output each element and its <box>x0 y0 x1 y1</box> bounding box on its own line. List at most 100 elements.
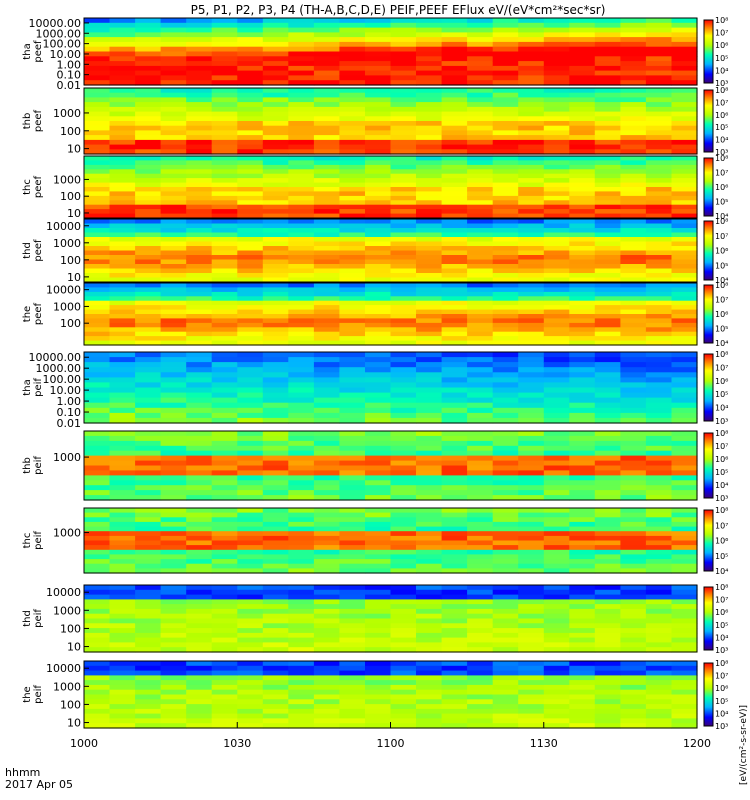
y-tick-label: 1000 <box>53 527 81 540</box>
y-tick-label: 10000.00 <box>29 351 82 364</box>
y-tick-label: 100.00 <box>43 373 82 386</box>
spectrogram <box>84 88 698 155</box>
colorbar <box>703 353 714 422</box>
y-tick-label: 0.10 <box>57 69 82 82</box>
colorbar-tick-label: 10⁸ <box>715 583 728 592</box>
y-tick-label: 100 <box>60 317 81 330</box>
y-tick-label: 1000 <box>53 300 81 313</box>
colorbar <box>703 284 714 344</box>
colorbar-tick-label: 10⁵ <box>715 468 728 477</box>
panel-product-label: peif <box>33 685 44 704</box>
x-tick-label: 1130 <box>530 737 558 750</box>
colorbar-tick-label: 10⁸ <box>715 429 728 438</box>
spectrogram <box>84 156 698 219</box>
spectrogram <box>84 18 698 86</box>
spectrogram <box>84 283 698 346</box>
colorbar-tick-label: 10⁷ <box>715 672 728 681</box>
colorbar-tick-label: 10⁸ <box>715 506 728 515</box>
colorbar-tick-label: 10⁵ <box>715 123 728 132</box>
colorbar <box>703 19 714 84</box>
panel-frame <box>83 584 698 653</box>
colorbar-tick-label: 10⁸ <box>715 86 728 95</box>
y-tick-label: 1.00 <box>57 395 82 408</box>
panel-thd-peef: 10000 1000 100 10 thd peef 10⁴ 10⁵ 10⁶ 10⁷ 10⁸ <box>22 217 728 285</box>
spectrogram <box>84 219 698 283</box>
colorbar-tick-label: 10⁶ <box>715 310 728 319</box>
panel-probe-label: the <box>22 306 33 322</box>
colorbar <box>703 586 714 651</box>
colorbar <box>703 89 714 153</box>
panel-probe-label: thd <box>22 610 33 627</box>
colorbar-tick-label: 10⁴ <box>715 481 728 490</box>
colorbar <box>703 432 714 499</box>
colorbar-tick-label: 10⁵ <box>715 198 728 207</box>
colorbar-tick-label: 10⁶ <box>715 684 728 693</box>
y-tick-label: 1000 <box>53 451 81 464</box>
x-axis: hhmm 2017 Apr 05 1000 1030 1100 1130 1200 <box>5 722 711 791</box>
panel-thb-peif: 1000 thb peif 10³ 10⁴ 10⁵ 10⁶ 10⁷ 10⁸ <box>22 429 728 503</box>
y-tick-label: 1000 <box>53 173 81 186</box>
spectrogram <box>84 508 698 574</box>
colorbar-tick-label: 10⁵ <box>715 54 728 63</box>
spectrogram <box>84 352 698 424</box>
panel-product-label: peif <box>33 378 44 397</box>
colorbar-tick-label: 10⁷ <box>715 442 728 451</box>
y-tick-label: 10.00 <box>50 48 82 61</box>
y-tick-label: 100 <box>60 190 81 203</box>
panel-frame <box>83 282 698 346</box>
y-tick-label: 100 <box>60 125 81 138</box>
panel-probe-label: tha <box>22 43 33 59</box>
panel-frame <box>83 430 698 501</box>
y-tick-label: 10.00 <box>50 384 82 397</box>
y-tick-label: 1000.00 <box>36 27 82 40</box>
colorbar-tick-label: 10⁸ <box>715 659 728 668</box>
y-tick-label: 10 <box>67 143 81 156</box>
panel-frame <box>83 351 698 424</box>
y-tick-label: 1.00 <box>57 58 82 71</box>
colorbar-tick-label: 10⁴ <box>715 276 728 285</box>
panel-product-label: peif <box>33 531 44 550</box>
y-tick-label: 1000 <box>53 237 81 250</box>
spectrogram <box>84 661 698 729</box>
y-tick-label: 10000 <box>46 586 81 599</box>
colorbar-tick-label: 10³ <box>715 646 728 655</box>
colorbar-tick-label: 10⁴ <box>715 66 728 75</box>
y-tick-label: 10000 <box>46 220 81 233</box>
colorbar-tick-label: 10⁷ <box>715 232 728 241</box>
y-tick-label: 100 <box>60 698 81 711</box>
colorbar-tick-label: 10³ <box>715 494 728 503</box>
colorbar-tick-label: 10⁶ <box>715 608 728 617</box>
panel-product-label: peef <box>33 109 44 132</box>
panel-frame <box>83 507 698 574</box>
panel-product-label: peif <box>33 456 44 475</box>
y-tick-label: 10000 <box>46 662 81 675</box>
y-tick-label: 100 <box>60 254 81 267</box>
panel-thd-peif: 10000 1000 100 10 thd peif 10³ 10⁴ 10⁵ 10⁶ 10⁷ 10⁸ <box>22 583 728 655</box>
colorbar-tick-label: 10⁶ <box>715 41 728 50</box>
colorbar-tick-label: 10⁵ <box>715 697 728 706</box>
colorbar-tick-label: 10³ <box>715 148 728 157</box>
time-label: hhmm <box>5 766 40 779</box>
colorbar <box>703 157 714 217</box>
colorbar-tick-label: 10⁴ <box>715 136 728 145</box>
y-tick-label: 10 <box>67 717 81 730</box>
colorbar-tick-label: 10⁷ <box>715 296 728 305</box>
y-tick-label: 0.01 <box>57 417 82 430</box>
chart-title: P5, P1, P2, P3, P4 (TH-A,B,C,D,E) PEIF,P… <box>191 3 606 17</box>
panel-thc-peif: 1000 thc peif 10⁴ 10⁵ 10⁶ 10⁷ 10⁸ <box>22 506 728 576</box>
panel-probe-label: tha <box>22 379 33 395</box>
y-tick-label: 1000 <box>53 107 81 120</box>
colorbar-tick-label: 10⁶ <box>715 111 728 120</box>
panel-probe-label: thc <box>22 533 33 549</box>
panel-frame <box>83 218 698 283</box>
colorbar-tick-label: 10⁴ <box>715 404 728 413</box>
date-label: 2017 Apr 05 <box>5 778 73 791</box>
colorbar-tick-label: 10⁸ <box>715 350 728 359</box>
colorbar-tick-label: 10⁶ <box>715 455 728 464</box>
y-tick-label: 10 <box>67 271 81 284</box>
colorbar <box>703 509 714 572</box>
y-tick-label: 100 <box>60 622 81 635</box>
colorbar-tick-label: 10⁷ <box>715 363 728 372</box>
